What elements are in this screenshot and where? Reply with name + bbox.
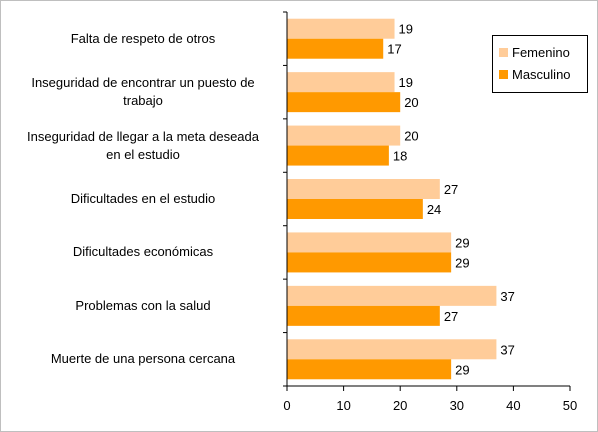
data-label-femenino-5: 37 <box>500 289 514 304</box>
category-label-2: Inseguridad de llegar a la meta deseada e… <box>4 128 282 164</box>
bar-femenino-0 <box>287 18 395 39</box>
category-label-line: Problemas con la salud <box>75 297 211 313</box>
data-label-femenino-4: 29 <box>455 235 469 250</box>
bar-masculino-3 <box>287 199 423 219</box>
legend-item-femenino: Femenino <box>499 44 570 62</box>
data-label-femenino-0: 19 <box>399 22 413 37</box>
category-label-line: Falta de respeto de otros <box>70 30 216 46</box>
x-tick-label-5: 50 <box>563 398 577 413</box>
data-label-masculino-2: 18 <box>393 149 407 164</box>
bar-masculino-1 <box>287 92 401 113</box>
data-label-masculino-4: 29 <box>455 255 469 270</box>
bar-femenino-3 <box>287 179 440 199</box>
category-label-line: Dificultades económicas <box>72 244 214 260</box>
legend-swatch-masculino <box>499 70 508 79</box>
data-label-femenino-1: 19 <box>399 75 413 90</box>
category-label-4: Dificultades económicas <box>4 243 282 261</box>
data-label-femenino-3: 27 <box>444 182 458 197</box>
data-label-masculino-3: 24 <box>427 202 441 217</box>
legend: Femenino Masculino <box>492 35 588 93</box>
bar-masculino-0 <box>287 38 384 59</box>
category-label-line: trabajo <box>123 93 163 109</box>
category-label-0: Falta de respeto de otros <box>4 30 282 48</box>
bar-masculino-5 <box>287 305 440 326</box>
legend-label-masculino: Masculino <box>512 67 571 82</box>
category-label-line: Inseguridad de encontrar un puesto de <box>31 75 255 91</box>
legend-swatch-femenino <box>499 48 508 57</box>
legend-item-masculino: Masculino <box>499 66 571 84</box>
data-label-masculino-0: 17 <box>387 42 401 57</box>
category-label-line: Muerte de una persona cercana <box>50 351 236 367</box>
data-label-masculino-5: 27 <box>444 309 458 324</box>
x-tick-label-0: 0 <box>283 398 290 413</box>
data-label-femenino-2: 20 <box>404 129 418 144</box>
bar-masculino-4 <box>287 252 452 273</box>
category-label-3: Dificultades en el estudio <box>4 190 282 208</box>
x-tick-label-4: 40 <box>506 398 520 413</box>
category-label-6: Muerte de una persona cercana <box>4 350 282 368</box>
data-label-masculino-1: 20 <box>404 95 418 110</box>
x-tick-label-1: 10 <box>336 398 350 413</box>
category-label-1: Inseguridad de encontrar un puesto de tra… <box>4 74 282 110</box>
x-tick-label-3: 30 <box>450 398 464 413</box>
category-label-line: Inseguridad de llegar a la meta deseada <box>27 128 259 144</box>
data-label-masculino-6: 29 <box>455 362 469 377</box>
bar-femenino-6 <box>287 339 497 360</box>
category-label-line: en el estudio <box>106 146 180 162</box>
category-label-5: Problemas con la salud <box>4 297 282 315</box>
bar-femenino-4 <box>287 232 452 253</box>
category-label-line: Dificultades en el estudio <box>70 191 216 206</box>
legend-label-femenino: Femenino <box>512 45 570 60</box>
bar-femenino-5 <box>287 285 497 306</box>
bar-femenino-1 <box>287 72 395 93</box>
bar-masculino-2 <box>287 145 389 166</box>
bar-femenino-2 <box>287 125 401 146</box>
bar-masculino-6 <box>287 359 452 380</box>
x-tick-label-2: 20 <box>393 398 407 413</box>
data-label-femenino-6: 37 <box>500 342 514 357</box>
